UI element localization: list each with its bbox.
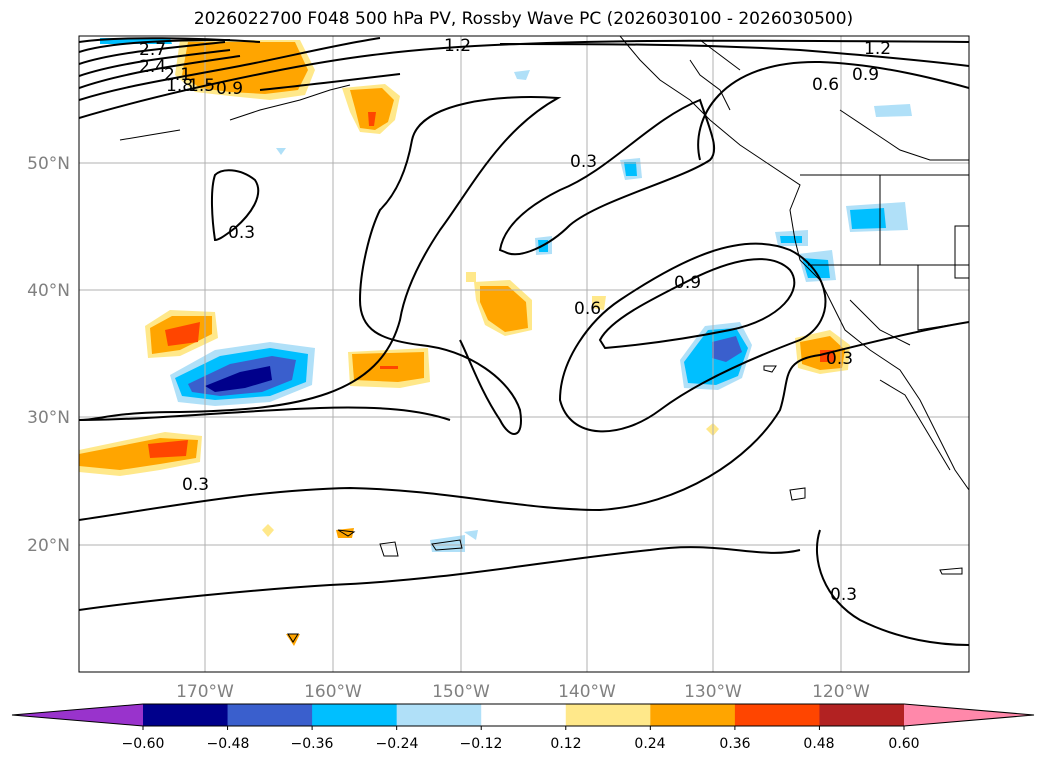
contour-label: 1.8 — [166, 76, 193, 96]
lat-label: 30°N — [27, 408, 70, 428]
colorbar-tick-label: −0.36 — [291, 736, 334, 752]
contour-label: 1.2 — [444, 36, 471, 56]
colorbar-swatch — [819, 704, 905, 726]
colorbar-tick-label: −0.24 — [376, 736, 419, 752]
contour-label: 1.2 — [864, 39, 891, 59]
contour-labels: 2.7 2.4 2.1 1.8 1.5 0.9 1.2 1.2 0.9 0.6 … — [139, 36, 891, 605]
longitude-labels: 170°W 160°W 150°W 140°W 130°W 120°W — [176, 682, 870, 702]
contour-label: 0.3 — [826, 349, 853, 369]
lat-label: 50°N — [27, 154, 70, 174]
colorbar-swatch — [143, 704, 229, 726]
colorbar-swatch — [396, 704, 482, 726]
contour-label: 0.3 — [570, 152, 597, 172]
colorbar-tick-label: 0.24 — [634, 736, 665, 752]
pv-anomaly-shading — [79, 38, 912, 646]
colorbar-tick-label: 0.36 — [719, 736, 750, 752]
contour-label: 0.3 — [182, 475, 209, 495]
colorbar-tick-label: 0.60 — [888, 736, 919, 752]
contour-label: 0.9 — [674, 273, 701, 293]
colorbar-swatch — [312, 704, 398, 726]
graticule — [79, 36, 969, 672]
colorbar — [11, 703, 1035, 730]
lon-label: 120°W — [812, 682, 870, 702]
contour-label: 0.6 — [812, 75, 839, 95]
contour-label: 2.7 — [139, 40, 166, 60]
contour-label: 0.3 — [228, 223, 255, 243]
colorbar-swatch — [227, 704, 313, 726]
colorbar-extend-low — [12, 704, 143, 726]
lon-label: 170°W — [176, 682, 234, 702]
contour-label: 0.3 — [830, 585, 857, 605]
colorbar-tick-label: 0.12 — [550, 736, 581, 752]
colorbar-tick-label: −0.48 — [207, 736, 250, 752]
lon-label: 150°W — [432, 682, 490, 702]
colorbar-tick-label: −0.60 — [122, 736, 165, 752]
pv-contours — [79, 37, 969, 646]
lon-label: 160°W — [304, 682, 362, 702]
colorbar-tick-label: −0.12 — [460, 736, 503, 752]
lat-label: 40°N — [27, 281, 70, 301]
contour-label: 2.1 — [164, 65, 191, 85]
contour-label: 0.6 — [574, 299, 601, 319]
lon-label: 140°W — [558, 682, 616, 702]
colorbar-ticks: −0.60 −0.48 −0.36 −0.24 −0.12 0.12 0.24 … — [122, 736, 920, 752]
contour-label: 0.9 — [216, 79, 243, 99]
lon-label: 130°W — [684, 682, 742, 702]
contour-label: 2.4 — [139, 57, 166, 77]
contour-label: 1.5 — [188, 76, 215, 96]
colorbar-extend-high — [904, 704, 1034, 726]
latitude-labels: 50°N 40°N 30°N 20°N — [27, 154, 70, 556]
map-title: 2026022700 F048 500 hPa PV, Rossby Wave … — [193, 9, 854, 29]
colorbar-swatch — [565, 704, 651, 726]
contour-label: 0.9 — [852, 65, 879, 85]
map-frame — [78, 35, 970, 673]
colorbar-swatch — [481, 704, 567, 726]
colorbar-swatch — [734, 704, 820, 726]
lat-label: 20°N — [27, 536, 70, 556]
colorbar-swatch — [650, 704, 736, 726]
colorbar-tick-label: 0.48 — [803, 736, 834, 752]
